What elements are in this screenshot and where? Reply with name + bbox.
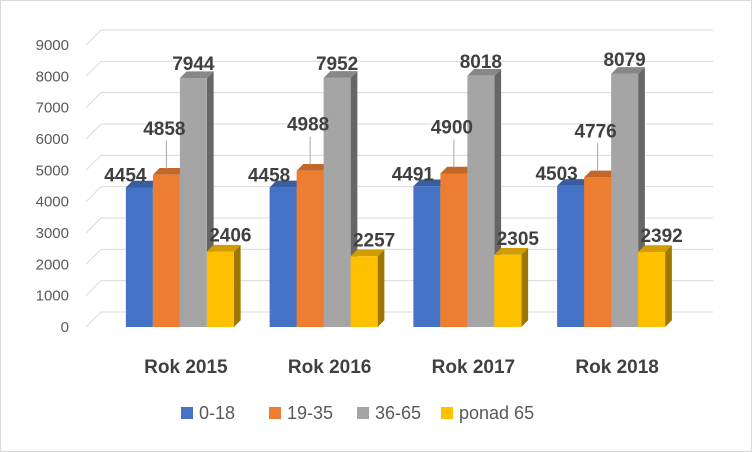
bar bbox=[206, 244, 241, 327]
legend-label: ponad 65 bbox=[459, 403, 534, 423]
bars bbox=[125, 67, 672, 327]
gridline bbox=[85, 123, 713, 140]
bar-front bbox=[440, 173, 468, 327]
data-label: 4458 bbox=[248, 165, 290, 186]
data-label: 4988 bbox=[287, 115, 329, 136]
bar-front bbox=[179, 78, 207, 327]
data-label: 7952 bbox=[316, 54, 358, 75]
data-label: 7944 bbox=[172, 54, 215, 75]
bar-side bbox=[377, 249, 385, 327]
data-label: 4491 bbox=[392, 164, 435, 185]
data-label: 4454 bbox=[104, 165, 147, 186]
bar-top bbox=[611, 67, 645, 74]
bar-front bbox=[350, 256, 378, 327]
data-label: 4900 bbox=[431, 117, 473, 138]
bar-front bbox=[494, 254, 522, 327]
gridline bbox=[85, 29, 713, 46]
y-tick-label: 2000 bbox=[36, 256, 69, 273]
bar-top bbox=[584, 170, 618, 178]
y-tick-label: 4000 bbox=[36, 194, 69, 211]
bar-side bbox=[233, 244, 241, 327]
y-tick-label: 7000 bbox=[36, 100, 69, 117]
bar-top bbox=[125, 180, 160, 188]
bar-side bbox=[665, 245, 672, 327]
legend-item: ponad 65 bbox=[441, 403, 534, 423]
y-tick-label: 6000 bbox=[36, 131, 69, 148]
legend-swatch bbox=[269, 407, 281, 419]
bar-top bbox=[269, 180, 304, 188]
bar-front bbox=[323, 77, 351, 327]
bar-front bbox=[467, 75, 495, 327]
bar bbox=[611, 67, 645, 327]
bar-top bbox=[323, 71, 358, 78]
legend-swatch bbox=[181, 407, 193, 419]
bar-top bbox=[494, 248, 529, 255]
y-tick-label: 8000 bbox=[36, 68, 69, 85]
data-labels: 4454 4858 7944 2406 4458 4988 7952 2257 4491 4900… bbox=[104, 50, 683, 251]
bar-top bbox=[296, 163, 331, 171]
bar-front bbox=[152, 174, 180, 327]
legend-item: 36-65 bbox=[357, 403, 421, 423]
legend-swatch bbox=[357, 407, 369, 419]
bar-front bbox=[296, 170, 324, 327]
gridline bbox=[85, 186, 713, 203]
bar-front bbox=[413, 186, 441, 327]
data-label: 4503 bbox=[535, 164, 577, 185]
legend-label: 36-65 bbox=[375, 403, 421, 423]
x-category-label: Rok 2015 bbox=[144, 357, 228, 378]
data-label: 2392 bbox=[640, 226, 682, 247]
gridline bbox=[85, 92, 713, 109]
y-axis-tick-labels: 0 1000 2000 3000 4000 5000 6000 7000 8000 9000 bbox=[36, 37, 69, 336]
bar-top bbox=[206, 244, 241, 252]
legend-label: 0-18 bbox=[199, 403, 235, 423]
legend-item: 19-35 bbox=[269, 403, 333, 423]
bar-top bbox=[413, 179, 448, 187]
bar-top bbox=[179, 71, 214, 79]
legend-item: 0-18 bbox=[181, 403, 235, 423]
y-tick-label: 1000 bbox=[36, 288, 69, 305]
legend-swatch bbox=[441, 407, 453, 419]
bar bbox=[350, 249, 385, 327]
bar-front bbox=[557, 185, 585, 327]
bar-side bbox=[521, 248, 529, 327]
data-label: 8079 bbox=[603, 50, 645, 71]
bar-front bbox=[584, 177, 612, 327]
x-axis-category-labels: Rok 2015 Rok 2016 Rok 2017 Rok 2018 bbox=[144, 357, 659, 378]
bar bbox=[638, 245, 672, 327]
bar-top bbox=[440, 166, 475, 174]
legend: 0-18 19-35 36-65 ponad 65 bbox=[181, 403, 534, 423]
bar-front bbox=[125, 187, 153, 327]
bar-top bbox=[557, 179, 591, 186]
bar-front bbox=[638, 252, 666, 327]
bar bbox=[179, 71, 214, 327]
data-label: 4776 bbox=[574, 121, 616, 142]
bar-front bbox=[611, 73, 639, 327]
y-tick-label: 9000 bbox=[36, 37, 69, 54]
y-tick-label: 3000 bbox=[36, 225, 69, 242]
data-label: 2406 bbox=[209, 226, 251, 247]
bar-top bbox=[467, 69, 502, 76]
bar-top bbox=[350, 249, 385, 257]
y-tick-label: 5000 bbox=[36, 162, 69, 179]
legend-label: 19-35 bbox=[287, 403, 333, 423]
data-label: 2257 bbox=[353, 230, 395, 251]
data-label: 2305 bbox=[497, 229, 540, 250]
bar-front bbox=[269, 187, 297, 327]
y-tick-label: 0 bbox=[61, 319, 69, 336]
data-label: 4858 bbox=[143, 119, 185, 140]
gridline bbox=[85, 217, 713, 234]
bar-top bbox=[152, 168, 187, 175]
bar-top bbox=[638, 245, 672, 253]
data-label: 8018 bbox=[460, 52, 502, 73]
x-category-label: Rok 2017 bbox=[432, 357, 515, 378]
bar bbox=[494, 248, 529, 327]
bar-front bbox=[206, 251, 234, 327]
x-category-label: Rok 2018 bbox=[575, 357, 658, 378]
gridlines bbox=[85, 29, 713, 328]
x-category-label: Rok 2016 bbox=[288, 357, 371, 378]
gridline bbox=[85, 60, 713, 77]
gridline bbox=[85, 154, 713, 171]
